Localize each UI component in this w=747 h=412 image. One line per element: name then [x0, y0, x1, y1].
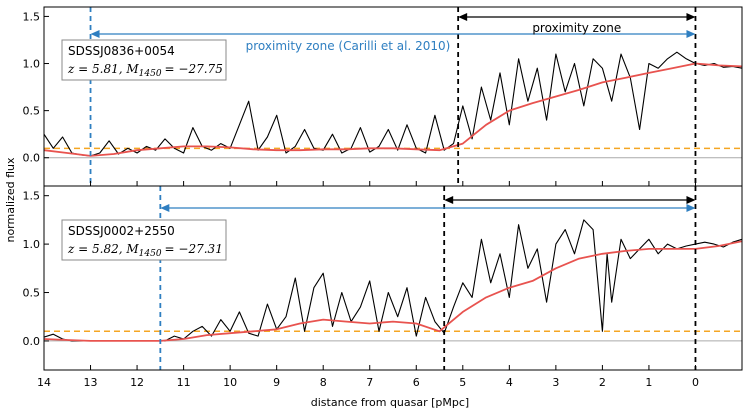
literature-zone-label: proximity zone (Carilli et al. 2010)	[246, 39, 451, 53]
y-tick-label: 0.5	[23, 105, 41, 118]
x-axis-label: distance from quasar [pMpc]	[311, 396, 469, 409]
x-tick-label: 10	[223, 376, 237, 389]
x-tick-label: 4	[506, 376, 513, 389]
proximity-zone-arrow	[458, 13, 696, 21]
y-tick-label: 1.0	[23, 58, 41, 71]
x-tick-label: 5	[459, 376, 466, 389]
y-tick-label: 0.5	[23, 287, 41, 300]
x-tick-label: 14	[37, 376, 51, 389]
literature-zone-arrow-head-left	[160, 204, 170, 212]
panel-frame	[43, 185, 743, 371]
x-tick-label: 6	[413, 376, 420, 389]
proximity-zone-arrow-head-left	[458, 13, 468, 21]
x-tick-label: 0	[692, 376, 699, 389]
literature-zone-arrow	[160, 204, 696, 212]
literature-zone-arrow-head-left	[90, 30, 100, 38]
literature-zone-arrow-head-right	[686, 204, 696, 212]
quasar-name: SDSSJ0002+2550	[68, 224, 175, 238]
smoothed-flux-line	[44, 62, 742, 157]
quasar-info-box	[61, 219, 227, 261]
literature-zone-arrow-head-right	[686, 30, 696, 38]
flux-spectrum-line	[44, 51, 742, 157]
proximity-zone-arrow-head-left	[444, 196, 454, 204]
panel-2: SDSSJ0002+2550 z = 5.82, M1450 = −27.31 0.0…	[23, 185, 743, 389]
x-tick-label: 7	[366, 376, 373, 389]
x-tick-label: 3	[552, 376, 559, 389]
y-tick-label: 1.0	[23, 238, 41, 251]
proximity-zone-label: proximity zone	[532, 21, 621, 35]
x-tick-label: 13	[84, 376, 98, 389]
plot-area	[44, 7, 742, 186]
quasar-info-box	[61, 39, 227, 81]
x-tick-label: 9	[273, 376, 280, 389]
proximity-zone-arrow	[444, 196, 696, 204]
y-tick-label: 0.0	[23, 152, 41, 165]
plot-area	[44, 186, 742, 370]
x-tick-label: 11	[177, 376, 191, 389]
quasar-properties: z = 5.81, M1450 = −27.75	[67, 62, 223, 79]
x-tick-label: 12	[130, 376, 144, 389]
y-tick-label: 1.5	[23, 190, 41, 203]
x-tick-label: 8	[320, 376, 327, 389]
quasar-name: SDSSJ0836+0054	[68, 44, 175, 58]
proximity-zone-arrow-head-right	[686, 13, 696, 21]
y-tick-label: 1.5	[23, 10, 41, 23]
proximity-zone-arrow-head-right	[686, 196, 696, 204]
x-tick-label: 2	[599, 376, 606, 389]
panel-1: proximity zone proximity zone (Carilli et…	[23, 6, 743, 187]
literature-zone-arrow	[90, 30, 696, 38]
quasar-properties: z = 5.82, M1450 = −27.31	[67, 242, 223, 259]
x-tick-label: 1	[645, 376, 652, 389]
y-axis-label: normalized flux	[4, 157, 17, 243]
y-tick-label: 0.0	[23, 335, 41, 348]
